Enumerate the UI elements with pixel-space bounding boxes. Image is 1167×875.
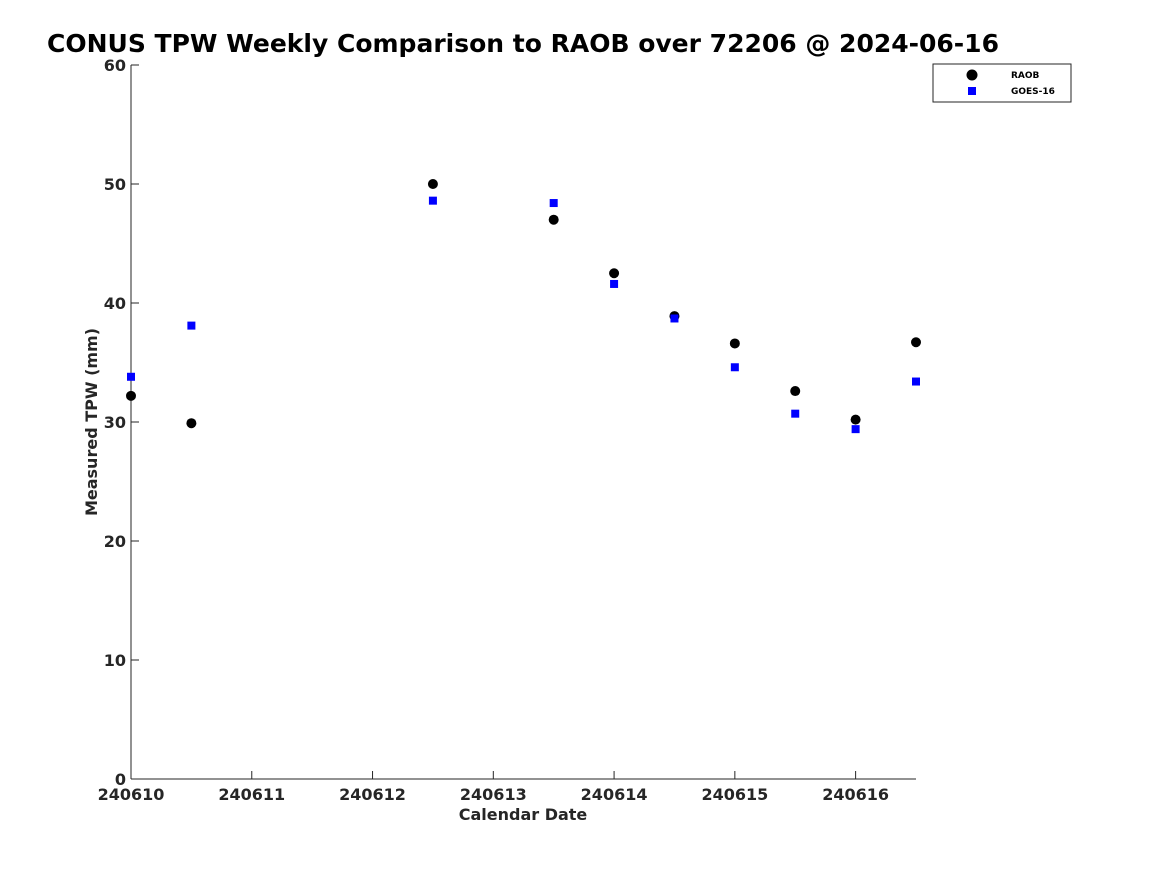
x-tick-label: 240613: [460, 785, 527, 804]
data-point: [851, 425, 860, 434]
data-point: [549, 199, 558, 208]
x-tick-label: 240616: [822, 785, 889, 804]
x-tick-label: 240615: [701, 785, 768, 804]
data-point: [911, 337, 921, 348]
y-axis-label: Measured TPW (mm): [82, 328, 101, 516]
data-point: [548, 214, 559, 225]
legend-label: GOES-16: [1011, 87, 1055, 97]
legend-box: [932, 63, 1072, 103]
x-axis-label: Calendar Date: [459, 805, 588, 824]
x-axis: 240610 240611 240612 240613 240614 240615 2406…: [98, 771, 889, 804]
x-tick-label: 240614: [581, 785, 648, 804]
data-point: [791, 409, 800, 418]
series-layer: [126, 179, 921, 434]
x-tick-label: 240612: [339, 785, 406, 804]
data-point: [729, 338, 740, 349]
data-point: [186, 418, 197, 429]
data-point: [670, 314, 679, 323]
y-axis: 0 10 20 30 40 50 60: [104, 56, 139, 789]
data-point: [127, 372, 135, 381]
data-point: [427, 179, 438, 189]
y-tick-label: 50: [104, 175, 126, 194]
data-point: [850, 414, 861, 425]
data-point: [609, 268, 620, 279]
data-point: [610, 279, 619, 288]
x-tick-label: 240611: [218, 785, 285, 804]
y-tick-label: 20: [104, 532, 126, 551]
data-point: [126, 390, 136, 401]
data-point: [730, 363, 739, 372]
legend-marker: [968, 87, 976, 95]
series-raob: [126, 179, 921, 429]
y-tick-label: 40: [104, 294, 126, 313]
legend-label: RAOB: [1011, 71, 1040, 81]
legend: RAOB GOES-16: [932, 63, 1072, 103]
y-tick-label: 30: [104, 413, 126, 432]
legend-marker: [966, 69, 978, 81]
data-point: [187, 321, 196, 330]
series-goes-16: [127, 196, 920, 434]
data-point: [428, 196, 437, 205]
y-tick-label: 0: [115, 770, 126, 789]
data-point: [912, 377, 920, 386]
y-tick-label: 10: [104, 651, 126, 670]
y-tick-label: 60: [104, 56, 126, 75]
chart-title: CONUS TPW Weekly Comparison to RAOB over…: [47, 29, 999, 58]
data-point: [790, 386, 801, 397]
x-tick-label: 240610: [98, 785, 165, 804]
plot-area: [130, 65, 916, 780]
